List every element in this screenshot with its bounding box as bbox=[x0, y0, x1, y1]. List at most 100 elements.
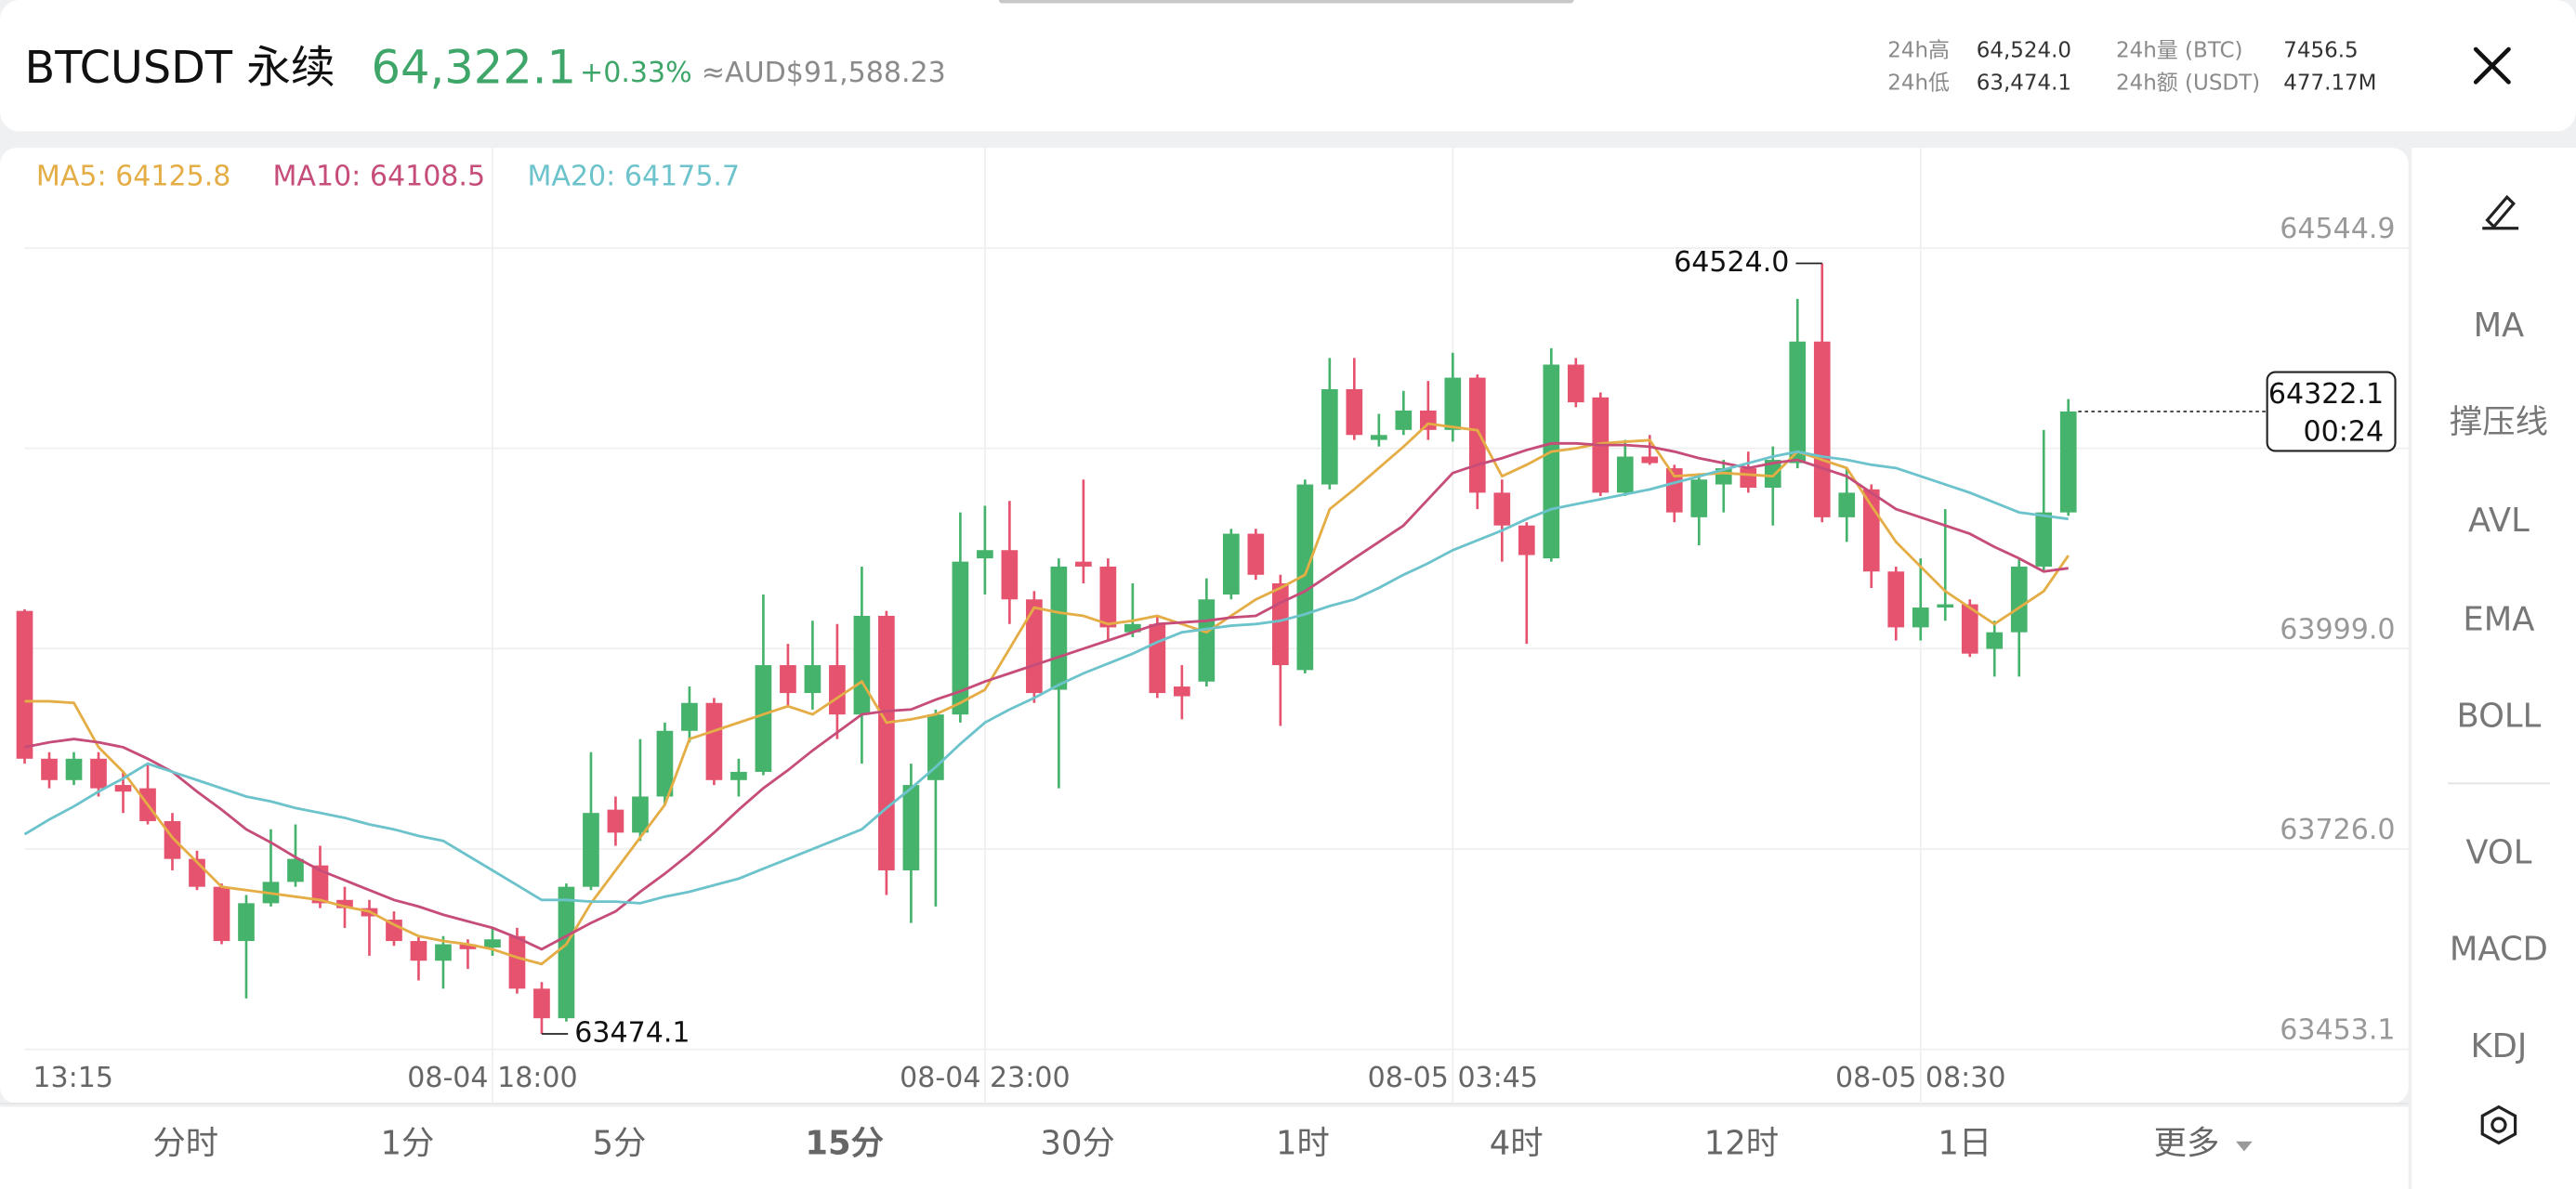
current-price-label: 64322.1 bbox=[2268, 378, 2384, 411]
candle-body bbox=[114, 785, 132, 792]
y-tick-label: 63453.1 bbox=[2280, 1014, 2395, 1047]
candle-body bbox=[484, 939, 501, 948]
candle-body bbox=[1395, 410, 1413, 430]
timeframe-option[interactable]: 更多 bbox=[2154, 1124, 2220, 1162]
candle-body bbox=[1174, 686, 1190, 697]
candle-body bbox=[1641, 456, 1659, 464]
y-tick-label: 63726.0 bbox=[2280, 814, 2395, 846]
candle-body bbox=[65, 758, 83, 780]
candle-body bbox=[1370, 435, 1387, 440]
stat-label: 24h量 (BTC) bbox=[2116, 38, 2242, 62]
x-tick-label: 08-05 03:45 bbox=[1368, 1062, 1538, 1094]
candle-body bbox=[1099, 566, 1117, 628]
dropdown-arrow[interactable] bbox=[2236, 1141, 2253, 1152]
candle-body bbox=[681, 702, 698, 731]
x-tick-label: 08-04 23:00 bbox=[900, 1062, 1070, 1094]
candle-body bbox=[1567, 364, 1584, 403]
y-tick-label: 63999.0 bbox=[2280, 613, 2395, 646]
candle-body bbox=[1838, 492, 1856, 517]
indicator-option[interactable]: EMA bbox=[2463, 600, 2534, 638]
y-tick-label: 64544.9 bbox=[2280, 213, 2395, 245]
indicator-option[interactable]: AVL bbox=[2468, 502, 2530, 540]
candle-body bbox=[287, 858, 304, 882]
indicator-option[interactable]: MA bbox=[2474, 307, 2525, 345]
current-price-box bbox=[2266, 371, 2397, 452]
candle-body bbox=[1616, 456, 1634, 493]
timeframe-option[interactable]: 分时 bbox=[152, 1124, 218, 1162]
candle-body bbox=[952, 561, 969, 715]
legend-entry: MA20: 64175.7 bbox=[527, 160, 740, 192]
candle-body bbox=[829, 665, 846, 715]
timeframe-option[interactable]: 1日 bbox=[1938, 1124, 1991, 1162]
candle-body bbox=[804, 665, 821, 694]
candle-body bbox=[90, 758, 107, 789]
draw-tool-icon[interactable] bbox=[2482, 194, 2519, 230]
candle-body bbox=[164, 820, 181, 859]
candle-body bbox=[1419, 410, 1437, 430]
ma-line bbox=[24, 441, 2069, 951]
candle-body bbox=[607, 809, 624, 833]
candle-body bbox=[927, 714, 944, 780]
candle-body bbox=[977, 550, 993, 559]
candle-body bbox=[1272, 582, 1289, 666]
candle-body bbox=[558, 886, 575, 1019]
candle-body bbox=[1321, 388, 1338, 485]
timeframe-option[interactable]: 1时 bbox=[1276, 1124, 1330, 1162]
price-change: +0.33% bbox=[580, 57, 692, 89]
last-price: 64,322.1 bbox=[372, 41, 576, 95]
candle-body bbox=[435, 944, 452, 961]
drag-handle[interactable] bbox=[998, 0, 1574, 4]
indicator-option[interactable]: MACD bbox=[2450, 931, 2548, 969]
candle-body bbox=[1468, 377, 1486, 493]
timeframe-option[interactable]: 1分 bbox=[381, 1124, 435, 1162]
candle-body bbox=[1887, 571, 1905, 628]
candle-body bbox=[16, 610, 33, 759]
candle-body bbox=[1518, 525, 1535, 555]
settings-icon[interactable] bbox=[2480, 1104, 2517, 1145]
candle-body bbox=[1026, 599, 1043, 694]
timeframe-option[interactable]: 4时 bbox=[1490, 1124, 1544, 1162]
candle-body bbox=[1223, 533, 1240, 594]
candle-body bbox=[386, 920, 402, 942]
candle-body bbox=[902, 785, 920, 870]
plot: 63453.163726.063999.064272.064544.913:15… bbox=[16, 148, 2409, 1104]
candle-body bbox=[632, 796, 649, 833]
indicator-option[interactable]: 撑压线 bbox=[2450, 403, 2548, 441]
candle-body bbox=[1296, 484, 1314, 671]
symbol: BTCUSDT 永续 bbox=[25, 43, 335, 94]
timeframe-option[interactable]: 5分 bbox=[593, 1124, 647, 1162]
stat-value: 7456.5 bbox=[2283, 38, 2358, 62]
candle-body bbox=[1764, 460, 1781, 489]
candle-body bbox=[336, 899, 353, 908]
candle-body bbox=[656, 730, 674, 797]
candle-body bbox=[410, 941, 427, 961]
countdown-label: 00:24 bbox=[2304, 415, 2385, 448]
candle-body bbox=[755, 665, 772, 772]
candle-body bbox=[1075, 561, 1092, 567]
x-tick-label: 08-05 08:30 bbox=[1835, 1062, 2005, 1094]
candle-body bbox=[2035, 512, 2053, 567]
indicator-option[interactable]: KDJ bbox=[2470, 1027, 2527, 1065]
low-label: 63474.1 bbox=[574, 1017, 690, 1050]
candle-body bbox=[583, 813, 599, 887]
candle-body bbox=[1444, 377, 1462, 430]
timeframe-option[interactable]: 15分 bbox=[805, 1124, 884, 1162]
candle-body bbox=[2059, 411, 2077, 513]
stat-value: 477.17M bbox=[2283, 72, 2376, 96]
candle-body bbox=[41, 758, 58, 780]
close-button[interactable] bbox=[2473, 46, 2511, 85]
indicator-option[interactable]: VOL bbox=[2465, 833, 2531, 871]
candle-body bbox=[1961, 604, 1978, 654]
stat-value: 63,474.1 bbox=[1977, 72, 2071, 96]
stat-value: 64,524.0 bbox=[1977, 38, 2071, 62]
candle-body bbox=[1543, 364, 1560, 559]
legend-entry: MA10: 64108.5 bbox=[272, 160, 485, 192]
candle-body bbox=[1149, 623, 1166, 694]
timeframe-option[interactable]: 30分 bbox=[1041, 1124, 1115, 1162]
indicator-option[interactable]: BOLL bbox=[2456, 698, 2541, 736]
timeframe-option[interactable]: 12时 bbox=[1704, 1124, 1779, 1162]
ma-line bbox=[24, 422, 2070, 966]
candle-body bbox=[1001, 550, 1019, 600]
indicator-sidebar bbox=[2412, 148, 2576, 1189]
converted-price: ≈AUD$91,588.23 bbox=[702, 57, 946, 89]
